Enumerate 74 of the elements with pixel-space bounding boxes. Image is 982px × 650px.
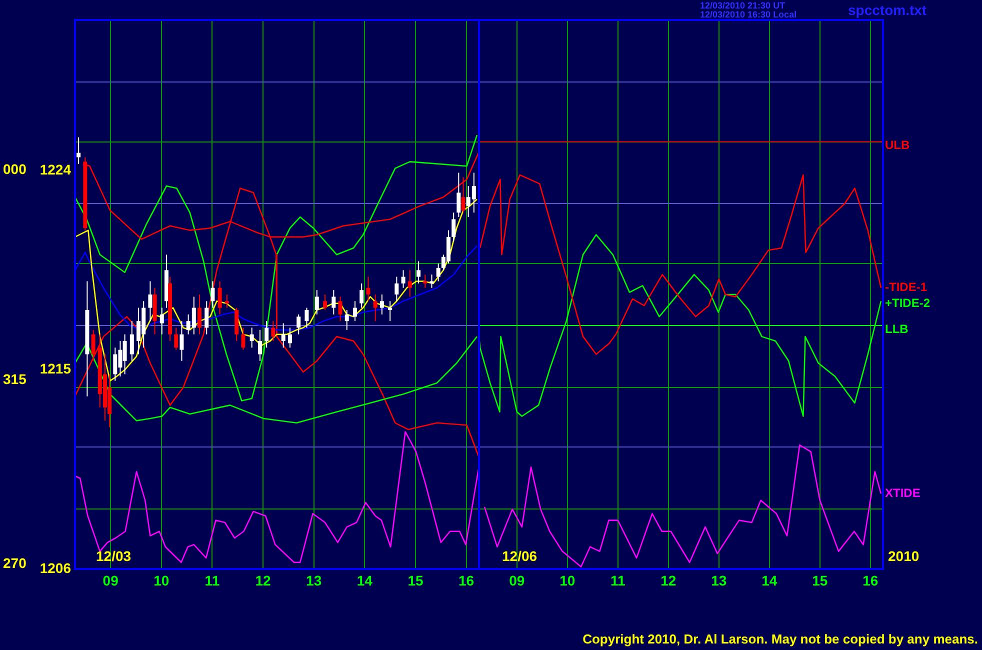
x-tick-label: 13 bbox=[711, 572, 727, 588]
y-tick-label: 1224 bbox=[40, 161, 72, 178]
candlestick bbox=[281, 322, 286, 348]
candlestick bbox=[373, 294, 378, 322]
candlestick bbox=[218, 280, 222, 315]
candlestick bbox=[304, 307, 309, 328]
candlestick bbox=[160, 307, 164, 335]
x-tick-label: 15 bbox=[408, 572, 424, 588]
ref-line-label: ULB bbox=[885, 138, 910, 152]
candlestick bbox=[436, 263, 440, 282]
text: spcctom.txt bbox=[848, 2, 927, 18]
x-tick-label: 09 bbox=[509, 572, 525, 588]
candlestick bbox=[394, 276, 399, 302]
series-label: XTIDE bbox=[885, 486, 920, 500]
series-label: +TIDE-2 bbox=[885, 296, 930, 310]
x-tick-label: 14 bbox=[762, 572, 778, 588]
candlestick bbox=[344, 309, 349, 330]
candlestick bbox=[250, 327, 254, 348]
candlestick bbox=[288, 327, 292, 348]
candlestick bbox=[423, 274, 428, 288]
candlestick bbox=[264, 320, 269, 348]
series-label: -TIDE-1 bbox=[885, 280, 928, 294]
x-tick-label: 16 bbox=[458, 572, 474, 588]
candlestick bbox=[174, 327, 178, 350]
candlestick bbox=[408, 270, 412, 298]
candlestick bbox=[204, 300, 209, 335]
candlestick bbox=[296, 314, 301, 335]
x-tick-label: 10 bbox=[560, 572, 576, 588]
candlestick bbox=[461, 176, 466, 214]
x-tick-label: 10 bbox=[154, 572, 170, 588]
x-tick-label: 11 bbox=[204, 572, 220, 588]
x-tick-label: 15 bbox=[812, 572, 828, 588]
x-tick-label: 12 bbox=[660, 572, 676, 588]
candlestick bbox=[241, 327, 246, 350]
candlestick bbox=[180, 320, 184, 362]
ref-line-label: LLB bbox=[885, 322, 909, 336]
y-tick-label: 1215 bbox=[40, 360, 72, 377]
candlestick bbox=[353, 300, 358, 322]
text: Copyright 2010, Dr. Al Larson. May not be copied by any means. bbox=[582, 632, 978, 647]
x-tick-label: 11 bbox=[610, 572, 626, 588]
text: 000 bbox=[3, 160, 27, 177]
candlestick bbox=[323, 294, 328, 310]
candlestick bbox=[91, 329, 96, 362]
x-tick-label: 16 bbox=[862, 572, 878, 588]
text: 270 bbox=[3, 554, 27, 571]
candlestick bbox=[258, 329, 262, 362]
candlestick bbox=[401, 270, 406, 288]
text: 12/03/2010 16:30 Local bbox=[700, 9, 797, 20]
candlestick bbox=[416, 260, 421, 284]
candlestick bbox=[76, 136, 81, 164]
candlestick bbox=[271, 320, 276, 342]
x-tick-label: 09 bbox=[102, 572, 119, 588]
candlestick bbox=[332, 290, 336, 315]
candlestick bbox=[148, 280, 152, 322]
candlestick bbox=[380, 294, 384, 315]
candlestick bbox=[452, 212, 456, 242]
x-tick-label: 13 bbox=[306, 572, 322, 588]
candlestick bbox=[210, 280, 215, 308]
x-tick-label: 12 bbox=[255, 572, 272, 588]
candlestick bbox=[456, 172, 461, 218]
candlestick bbox=[366, 276, 370, 302]
candlestick bbox=[430, 274, 434, 288]
text: 2010 bbox=[888, 548, 920, 564]
candlestick bbox=[360, 282, 364, 308]
candlestick bbox=[198, 294, 202, 335]
x-tick-label: 14 bbox=[356, 572, 373, 588]
text: 12/03/2010 21:30 UT bbox=[700, 0, 786, 10]
candlestick bbox=[224, 294, 229, 308]
candlestick bbox=[388, 300, 392, 322]
text: 315 bbox=[3, 370, 27, 387]
candlestick bbox=[338, 296, 342, 322]
candlestick bbox=[130, 320, 134, 362]
y-tick-label: 1206 bbox=[40, 560, 72, 576]
candlestick bbox=[314, 290, 319, 315]
